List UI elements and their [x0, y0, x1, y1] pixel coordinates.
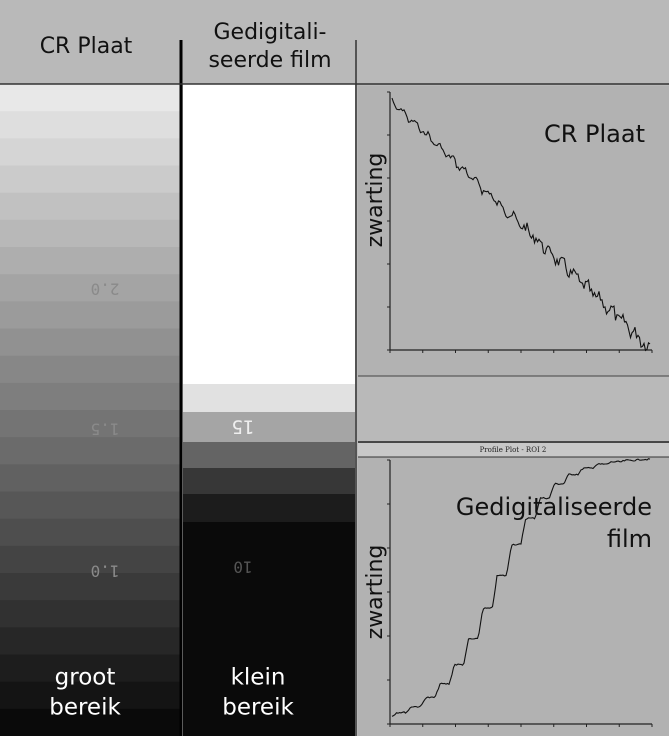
- step: [0, 247, 180, 276]
- y-label: zwarting: [363, 545, 388, 640]
- step: [0, 573, 180, 602]
- step: [183, 494, 355, 522]
- window-title: Profile Plot - ROI 2: [480, 446, 547, 454]
- step: [0, 410, 180, 439]
- step: [0, 708, 180, 736]
- plot-panel: [358, 86, 669, 376]
- ghost-mark: 10: [233, 558, 252, 577]
- step: [0, 491, 180, 520]
- step: [0, 545, 180, 574]
- step: [183, 522, 355, 736]
- step: [0, 192, 180, 221]
- profile-curve: [391, 458, 651, 717]
- step: [0, 654, 180, 683]
- step: [183, 442, 355, 468]
- ghost-mark: 1.0: [91, 562, 120, 581]
- step: [0, 627, 180, 656]
- caption: groot: [55, 665, 116, 691]
- step: [0, 274, 180, 303]
- step: [0, 165, 180, 194]
- step: [0, 355, 180, 384]
- film-strip: [183, 84, 355, 736]
- header-cr: CR Plaat: [40, 34, 133, 59]
- plot-title: film: [607, 525, 652, 553]
- caption: bereik: [222, 695, 294, 721]
- header-film: seerde film: [208, 48, 331, 73]
- profile-curve: [391, 97, 651, 352]
- step: [0, 84, 180, 113]
- step: [183, 468, 355, 494]
- plot-title: Gedigitaliseerde: [456, 493, 652, 521]
- step: [0, 111, 180, 140]
- ghost-mark: 15: [232, 416, 255, 438]
- step: [0, 518, 180, 547]
- step: [0, 681, 180, 710]
- y-label: zwarting: [363, 153, 388, 248]
- step: [0, 600, 180, 629]
- header-film: Gedigitali-: [213, 20, 326, 45]
- step: [183, 84, 355, 384]
- caption: klein: [231, 665, 286, 691]
- ghost-mark: 1.5: [91, 420, 120, 439]
- step: [183, 384, 355, 412]
- plot-title: CR Plaat: [544, 120, 645, 148]
- ticks: [387, 91, 653, 353]
- step: [0, 301, 180, 330]
- caption: bereik: [49, 695, 121, 721]
- step: [0, 437, 180, 466]
- window-bar: [358, 443, 669, 457]
- ticks: [387, 459, 653, 727]
- step: [0, 382, 180, 411]
- cr-strip: [0, 84, 180, 736]
- plot-panel: [358, 442, 669, 736]
- step: [0, 219, 180, 248]
- step: [183, 412, 355, 442]
- step: [0, 138, 180, 167]
- step: [0, 464, 180, 493]
- step: [0, 328, 180, 357]
- ghost-mark: 2.0: [91, 280, 120, 299]
